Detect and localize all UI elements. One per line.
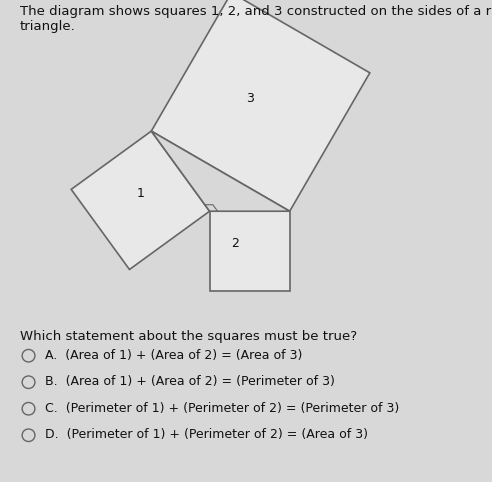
Text: Which statement about the squares must be true?: Which statement about the squares must b… [20, 330, 357, 343]
Polygon shape [152, 131, 290, 211]
Text: B.  (Area of 1) + (Area of 2) = (Perimeter of 3): B. (Area of 1) + (Area of 2) = (Perimete… [45, 375, 335, 388]
Polygon shape [210, 211, 290, 291]
Text: The diagram shows squares 1, 2, and 3 constructed on the sides of a right
triang: The diagram shows squares 1, 2, and 3 co… [20, 5, 492, 33]
Text: A.  (Area of 1) + (Area of 2) = (Area of 3): A. (Area of 1) + (Area of 2) = (Area of … [45, 349, 303, 362]
Polygon shape [152, 0, 370, 211]
Text: 1: 1 [136, 187, 144, 200]
Text: 3: 3 [246, 92, 253, 105]
Polygon shape [71, 131, 210, 269]
Text: 2: 2 [231, 238, 239, 251]
Text: D.  (Perimeter of 1) + (Perimeter of 2) = (Area of 3): D. (Perimeter of 1) + (Perimeter of 2) =… [45, 428, 369, 441]
Text: C.  (Perimeter of 1) + (Perimeter of 2) = (Perimeter of 3): C. (Perimeter of 1) + (Perimeter of 2) =… [45, 402, 400, 415]
